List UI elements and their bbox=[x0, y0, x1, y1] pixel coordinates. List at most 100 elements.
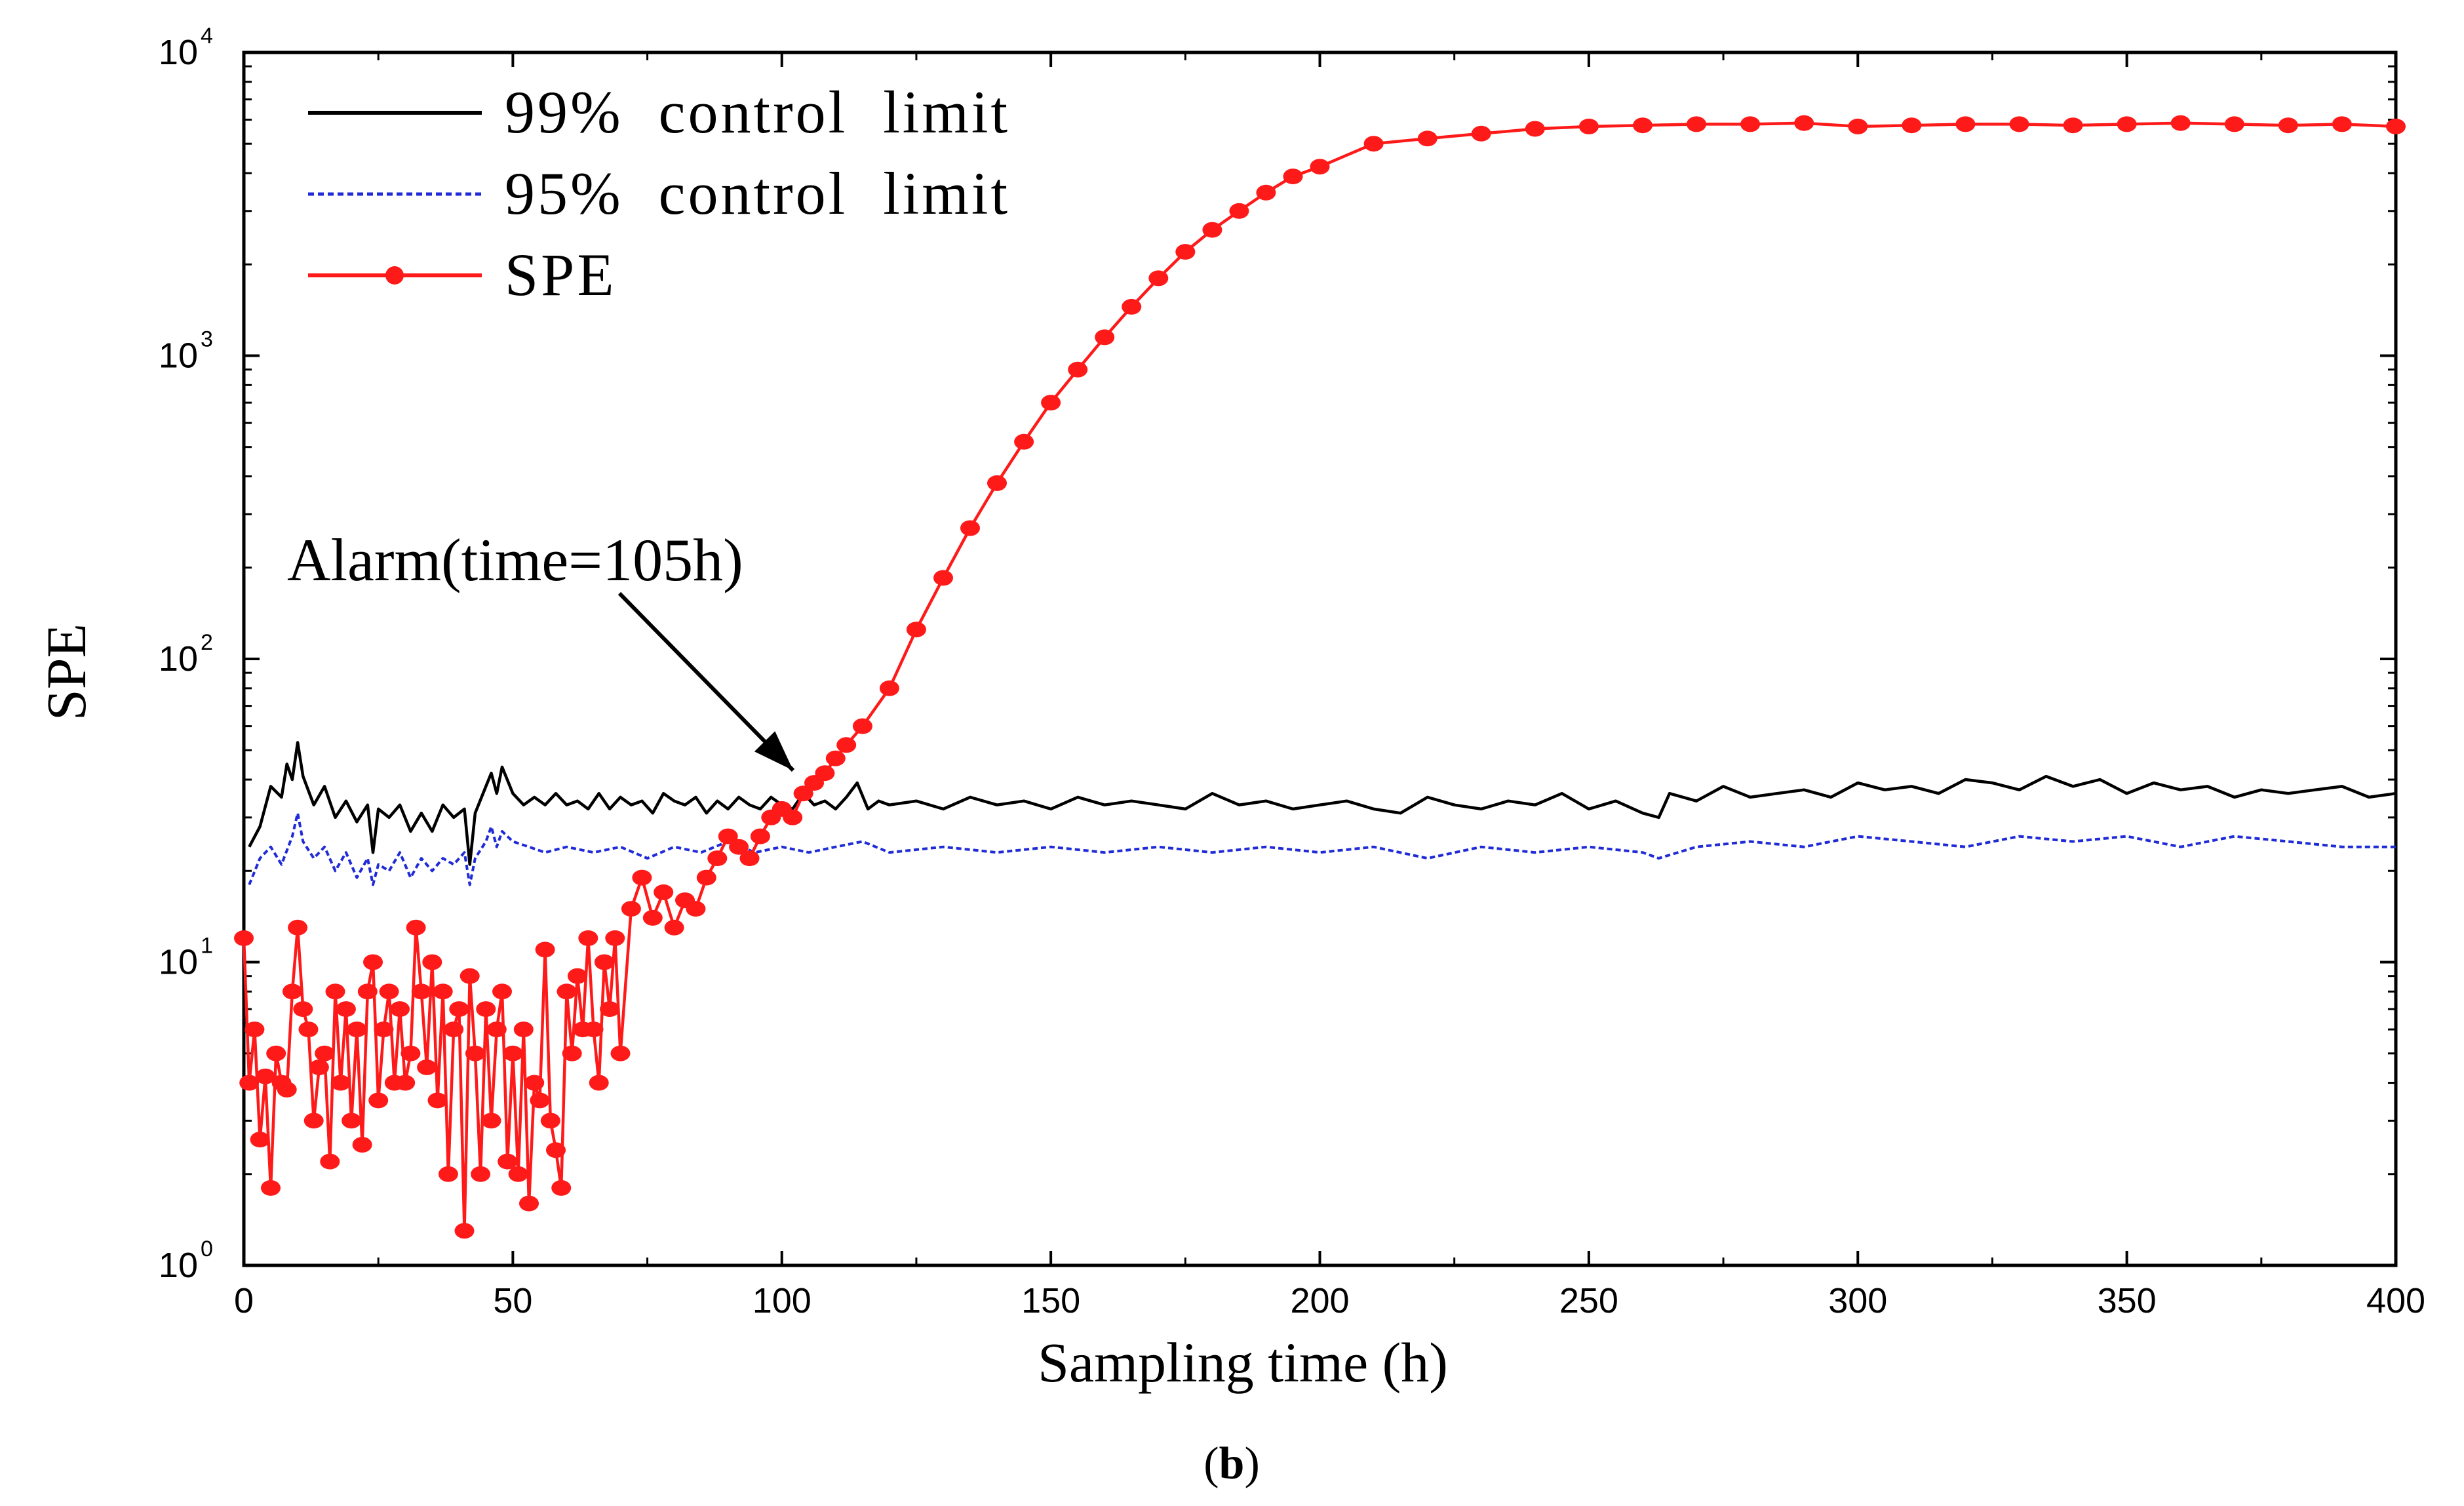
spe-point bbox=[793, 785, 813, 802]
spe-point bbox=[540, 1113, 560, 1129]
spe-point bbox=[594, 954, 614, 970]
spe-point bbox=[444, 1021, 464, 1038]
spe-point bbox=[1471, 125, 1491, 142]
y-tick-label: 10 bbox=[159, 639, 198, 679]
spe-point bbox=[2224, 116, 2244, 132]
spe-point bbox=[320, 1153, 340, 1170]
spe-point bbox=[486, 1021, 507, 1038]
legend-label-spe: SPE bbox=[505, 241, 617, 308]
spe-point bbox=[239, 1075, 260, 1091]
spe-point bbox=[557, 983, 577, 1000]
x-axis-ticks bbox=[243, 52, 2397, 1265]
alarm-arrow-line bbox=[617, 591, 795, 772]
spe-point bbox=[234, 930, 254, 946]
spe-point bbox=[449, 1001, 469, 1018]
spe-point bbox=[298, 1021, 319, 1038]
spe-point bbox=[836, 737, 857, 753]
x-axis-title: Sampling time (h) bbox=[1038, 1331, 1448, 1394]
series-spe-line bbox=[242, 121, 2396, 1233]
spe-point bbox=[330, 1075, 351, 1091]
spe-point bbox=[368, 1092, 389, 1109]
spe-point bbox=[686, 901, 706, 917]
spe-point bbox=[1740, 116, 1761, 132]
spe-point bbox=[1578, 118, 1599, 134]
spe-point bbox=[508, 1166, 528, 1182]
spe-point bbox=[293, 1001, 313, 1018]
spe-point bbox=[465, 1045, 485, 1061]
spe-point bbox=[1229, 203, 1249, 219]
x-tick-label: 350 bbox=[2098, 1281, 2157, 1320]
spe-point bbox=[401, 1045, 421, 1061]
spe-point bbox=[729, 839, 749, 855]
spe-point bbox=[1794, 115, 1814, 131]
spe-point bbox=[347, 1021, 367, 1038]
spe-point bbox=[390, 1001, 410, 1018]
spe-point bbox=[739, 850, 760, 867]
spe-point bbox=[783, 809, 803, 825]
spe-point bbox=[460, 968, 480, 984]
series-99-limit-line bbox=[248, 741, 2396, 866]
spe-point bbox=[2063, 117, 2083, 134]
spe-point bbox=[524, 1075, 545, 1091]
spe-point bbox=[1202, 222, 1222, 238]
spe-point bbox=[1417, 130, 1437, 147]
spe-point bbox=[546, 1142, 566, 1159]
y-tick-exponent: 1 bbox=[201, 934, 213, 959]
alarm-arrowhead-icon bbox=[754, 731, 793, 770]
spe-point bbox=[2332, 116, 2352, 132]
spe-point bbox=[1095, 329, 1115, 346]
spe-point bbox=[2278, 117, 2298, 134]
spe-point bbox=[303, 1113, 324, 1129]
spe-point bbox=[492, 983, 512, 1000]
spe-point bbox=[454, 1223, 475, 1239]
x-tick-label: 400 bbox=[2366, 1281, 2425, 1320]
spe-point bbox=[1256, 184, 1276, 201]
alarm-annotation-text: Alarm(time=105h) bbox=[287, 526, 743, 593]
x-tick-label: 300 bbox=[1828, 1281, 1887, 1320]
spe-point bbox=[363, 954, 383, 970]
legend: 99% control limit 95% control limit SPE bbox=[308, 79, 1010, 308]
spe-point bbox=[589, 1075, 609, 1091]
figure-caption: (b) bbox=[1203, 1438, 1260, 1489]
x-tick-label: 50 bbox=[493, 1281, 532, 1320]
spe-point bbox=[1525, 121, 1545, 137]
spe-point bbox=[707, 850, 728, 867]
legend-label-99: 99% control limit bbox=[505, 79, 1010, 146]
spe-point bbox=[336, 1001, 356, 1018]
y-tick-label: 10 bbox=[159, 943, 198, 982]
spe-point bbox=[255, 1068, 275, 1084]
spe-point bbox=[266, 1045, 286, 1061]
y-axis-ticks bbox=[244, 51, 2396, 1267]
spe-point bbox=[1041, 395, 1061, 411]
spe-point bbox=[987, 475, 1007, 491]
spe-point bbox=[933, 570, 953, 586]
spe-point bbox=[357, 983, 378, 1000]
spe-point bbox=[600, 1001, 620, 1018]
spe-point bbox=[309, 1059, 329, 1075]
spe-point bbox=[2009, 116, 2029, 132]
spe-point bbox=[352, 1137, 372, 1153]
spe-point bbox=[1122, 298, 1142, 315]
spe-point bbox=[261, 1179, 281, 1196]
y-tick-label: 10 bbox=[159, 336, 198, 376]
x-tick-label: 250 bbox=[1559, 1281, 1618, 1320]
x-tick-label: 150 bbox=[1021, 1281, 1080, 1320]
y-tick-label: 10 bbox=[159, 1246, 198, 1285]
spe-point bbox=[906, 622, 926, 638]
spe-point bbox=[750, 828, 770, 844]
spe-point bbox=[1687, 116, 1706, 132]
spe-point bbox=[519, 1195, 539, 1212]
spe-point bbox=[583, 1021, 604, 1038]
y-tick-label: 10 bbox=[159, 33, 198, 72]
spe-point bbox=[2386, 118, 2406, 134]
spe-point bbox=[1148, 270, 1169, 287]
x-tick-label: 0 bbox=[234, 1281, 254, 1320]
spe-point bbox=[879, 680, 899, 696]
spe-point bbox=[244, 1021, 265, 1038]
spe-point bbox=[1363, 136, 1384, 152]
legend-marker-spe bbox=[385, 266, 404, 285]
spe-point bbox=[422, 954, 442, 970]
